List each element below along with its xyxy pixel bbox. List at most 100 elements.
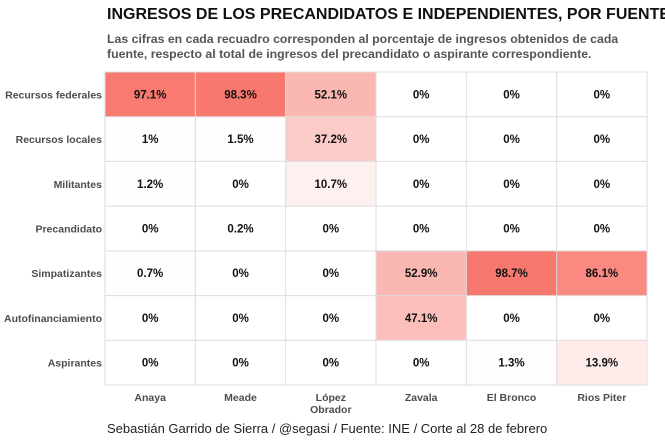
- cell-value-label: 0.2%: [227, 224, 253, 236]
- cell-value-label: 0%: [503, 224, 520, 236]
- x-tick-label: Anaya: [134, 392, 166, 404]
- heatmap-cell: [105, 340, 196, 385]
- cell-value-label: 1.5%: [227, 134, 253, 146]
- heatmap-cell: [376, 72, 467, 117]
- heatmap-cell: [376, 250, 467, 296]
- cell-value-label: 0%: [594, 89, 611, 101]
- cell-value-label: 13.9%: [586, 358, 619, 370]
- cell-value-label: 52.1%: [315, 89, 348, 101]
- cell-value-label: 1%: [142, 134, 159, 146]
- cell-value-label: 0%: [232, 313, 249, 325]
- heatmap-cell: [556, 72, 647, 117]
- cell-value-label: 0%: [503, 313, 520, 325]
- cell-value-label: 0%: [594, 134, 611, 146]
- y-axis-tick-labels: Recursos federales Recursos locales Milita…: [4, 89, 102, 369]
- x-tick-label: Rios Piter: [577, 392, 626, 404]
- x-tick-label: Meade: [224, 392, 257, 404]
- cell-value-label: 97.1%: [134, 89, 167, 101]
- cell-value-label: 0%: [323, 313, 340, 325]
- y-tick-label: Autofinanciamiento: [4, 313, 102, 325]
- heatmap-cell: [466, 250, 557, 296]
- cell-value-label: 0%: [323, 268, 340, 280]
- cell-value-label: 0%: [594, 179, 611, 191]
- cell-value-label: 0%: [323, 358, 340, 370]
- heatmap-cell: [285, 340, 376, 385]
- cell-value-label: 0%: [232, 358, 249, 370]
- cell-value-label: 0%: [413, 358, 430, 370]
- heatmap-cell: [556, 161, 647, 207]
- cell-value-label: 10.7%: [315, 179, 348, 191]
- heatmap-cell: [195, 340, 286, 385]
- heatmap-cell: [105, 161, 196, 207]
- heatmap-cell: [556, 295, 647, 341]
- cell-value-label: 1.2%: [137, 179, 163, 191]
- cell-value-label: 86.1%: [586, 268, 619, 280]
- cell-value-label: 0%: [142, 313, 159, 325]
- cell-value-label: 0%: [413, 134, 430, 146]
- heatmap-cell: [105, 250, 196, 296]
- heatmap-cell: [285, 161, 376, 207]
- cell-value-label: 0.7%: [137, 268, 163, 280]
- heatmap-cell: [556, 250, 647, 296]
- heatmap-cell: [285, 206, 376, 251]
- cell-value-label: 0%: [594, 313, 611, 325]
- cell-value-label: 0%: [232, 179, 249, 191]
- heatmap-cell: [285, 116, 376, 162]
- heatmap-cell: [556, 340, 647, 385]
- heatmap-cell: [466, 340, 557, 385]
- x-tick-label: Zavala: [405, 392, 438, 404]
- heatmap-cell: [285, 295, 376, 341]
- cell-value-label: 0%: [413, 89, 430, 101]
- heatmap-cell: [195, 116, 286, 162]
- heatmap-cell: [466, 116, 557, 162]
- heatmap-cell: [195, 295, 286, 341]
- y-tick-label: Simpatizantes: [31, 268, 102, 280]
- chart-title: INGRESOS DE LOS PRECANDIDATOS E INDEPEND…: [107, 6, 665, 23]
- cell-value-label: 0%: [142, 224, 159, 236]
- heatmap-cell: [376, 340, 467, 385]
- heatmap-grid: [104, 71, 648, 386]
- heatmap-cell: [556, 206, 647, 251]
- cell-value-label: 0%: [413, 179, 430, 191]
- cell-value-label: 0%: [142, 358, 159, 370]
- x-axis-tick-labels: Anaya Meade López Obrador Zavala El Bronco Rio…: [134, 392, 626, 416]
- heatmap-cell: [105, 116, 196, 162]
- cell-value-label: 0%: [503, 179, 520, 191]
- heatmap-cells: [105, 72, 647, 385]
- heatmap-cell: [195, 72, 286, 117]
- heatmap-cell: [466, 72, 557, 117]
- cell-value-label: 47.1%: [405, 313, 438, 325]
- heatmap-cell: [195, 161, 286, 207]
- heatmap-cell: [466, 206, 557, 251]
- heatmap-cell: [466, 295, 557, 341]
- cell-value-label: 37.2%: [315, 134, 348, 146]
- heatmap-cell: [105, 72, 196, 117]
- y-tick-label: Recursos locales: [16, 134, 103, 146]
- heatmap-cell: [466, 161, 557, 207]
- chart-subtitle: Las cifras en cada recuadro corresponden…: [107, 32, 619, 61]
- y-tick-label: Militantes: [54, 179, 103, 191]
- cell-value-label: 52.9%: [405, 268, 438, 280]
- heatmap-cell: [285, 250, 376, 296]
- cell-value-label: 0%: [503, 89, 520, 101]
- heatmap-cell: [556, 116, 647, 162]
- cell-value-label: 98.7%: [495, 268, 528, 280]
- cell-value-label: 0%: [232, 268, 249, 280]
- cell-value-label: 98.3%: [224, 89, 257, 101]
- heatmap-cell: [195, 206, 286, 251]
- heatmap-cell: [105, 206, 196, 251]
- cell-value-label: 0%: [503, 134, 520, 146]
- heatmap-cell: [376, 116, 467, 162]
- heatmap-cell: [105, 295, 196, 341]
- chart-caption: Sebastián Garrido de Sierra / @segasi / …: [107, 421, 548, 436]
- y-tick-label: Recursos federales: [5, 89, 102, 101]
- heatmap-cell: [376, 295, 467, 341]
- cell-value-label: 1.3%: [498, 358, 524, 370]
- cell-value-label: 0%: [323, 224, 340, 236]
- cell-value-label: 0%: [413, 224, 430, 236]
- x-tick-label: El Bronco: [487, 392, 537, 404]
- cell-value-label: 0%: [594, 224, 611, 236]
- y-tick-label: Precandidato: [35, 224, 102, 236]
- y-tick-label: Aspirantes: [48, 358, 102, 370]
